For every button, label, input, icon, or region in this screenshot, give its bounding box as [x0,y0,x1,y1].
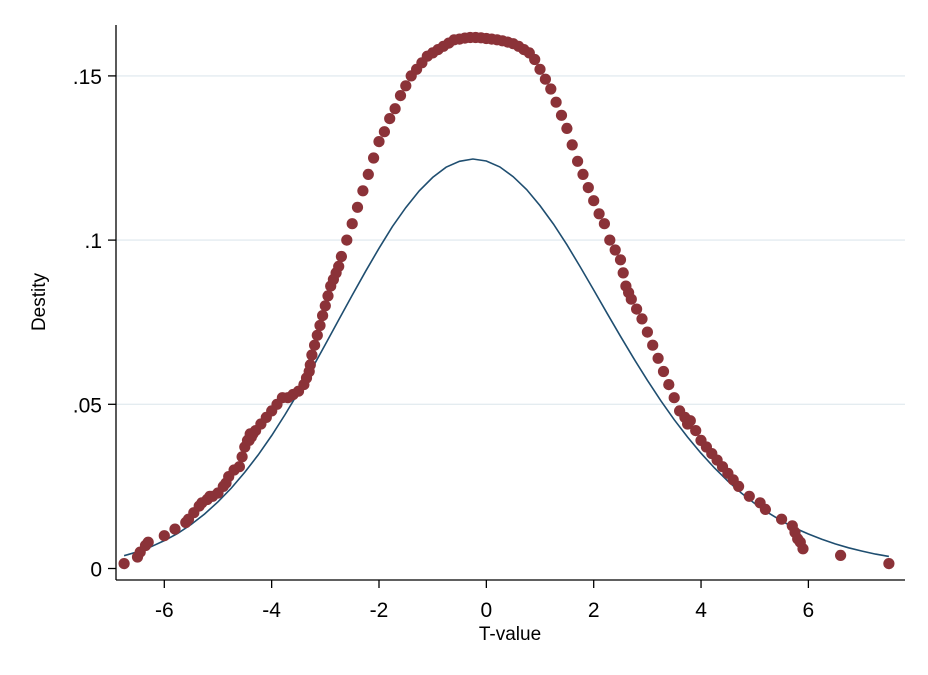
data-point [566,139,578,151]
data-point [118,558,130,570]
data-point [545,83,557,95]
x-tick-label: -6 [155,599,174,622]
x-tick-label: 4 [695,599,707,622]
data-point [617,267,629,279]
data-point [529,53,541,66]
y-tick-label: 0 [90,559,102,582]
grid-lines [116,75,905,406]
data-point [572,155,584,167]
data-point [652,352,664,364]
data-point [319,300,331,312]
density-curve-layer [123,158,890,558]
x-axis-title: T-value [479,624,541,645]
data-point [641,326,654,338]
data-point [593,208,605,220]
data-point [384,113,396,125]
data-point [539,73,552,85]
data-point [346,218,358,230]
data-point [668,392,680,404]
data-point [373,136,385,148]
data-point [158,530,170,542]
data-point [357,185,369,197]
data-point [614,254,627,266]
data-point [400,80,412,92]
data-points-layer [118,31,895,570]
data-point [759,503,772,515]
x-tick-label: 6 [803,599,815,622]
data-point [309,339,321,351]
x-tick-label: -2 [370,599,389,622]
y-tick-label: .05 [73,394,102,417]
data-point [317,310,329,322]
data-point [631,303,643,315]
data-point [169,523,181,535]
data-point [588,195,600,207]
data-point [835,549,847,562]
data-point [311,329,323,341]
data-point [647,339,659,351]
data-point [663,379,675,391]
data-point [577,168,589,180]
axes [115,25,905,581]
data-point [684,415,696,427]
data-point [351,201,364,213]
data-point [690,425,702,437]
data-point [304,359,316,371]
data-point [534,63,546,75]
data-point [883,558,895,570]
data-point [394,90,407,102]
tick-marks: 0 .05 .1 .15 -6 -4 -2 0 2 4 6 [73,66,814,622]
x-tick-label: -4 [262,599,281,622]
x-tick-label: 0 [481,599,493,622]
data-point [625,293,637,305]
data-point [142,536,154,548]
data-point [306,349,318,361]
data-point [555,109,568,121]
data-point [333,260,345,272]
data-point [743,490,755,502]
data-point [797,543,809,555]
data-point [389,103,401,115]
data-point [609,244,621,256]
data-point [550,96,562,108]
data-point [362,168,374,180]
data-point [561,122,573,134]
data-point [378,126,390,138]
data-point [335,250,347,263]
data-point [341,234,353,246]
data-point [322,290,334,302]
data-point [733,480,745,492]
data-point [314,319,326,332]
data-point [233,461,245,473]
y-tick-label: .1 [84,230,102,253]
data-point [368,152,380,164]
data-point [776,513,788,525]
data-point [236,451,248,463]
data-point [636,313,648,325]
y-axis-title: Destity [29,272,50,331]
data-point [604,234,616,246]
data-point [598,218,611,230]
data-point [657,365,670,378]
density-curve [123,158,890,558]
data-point [582,182,594,194]
x-tick-label: 2 [588,599,600,622]
y-tick-label: .15 [73,66,102,89]
